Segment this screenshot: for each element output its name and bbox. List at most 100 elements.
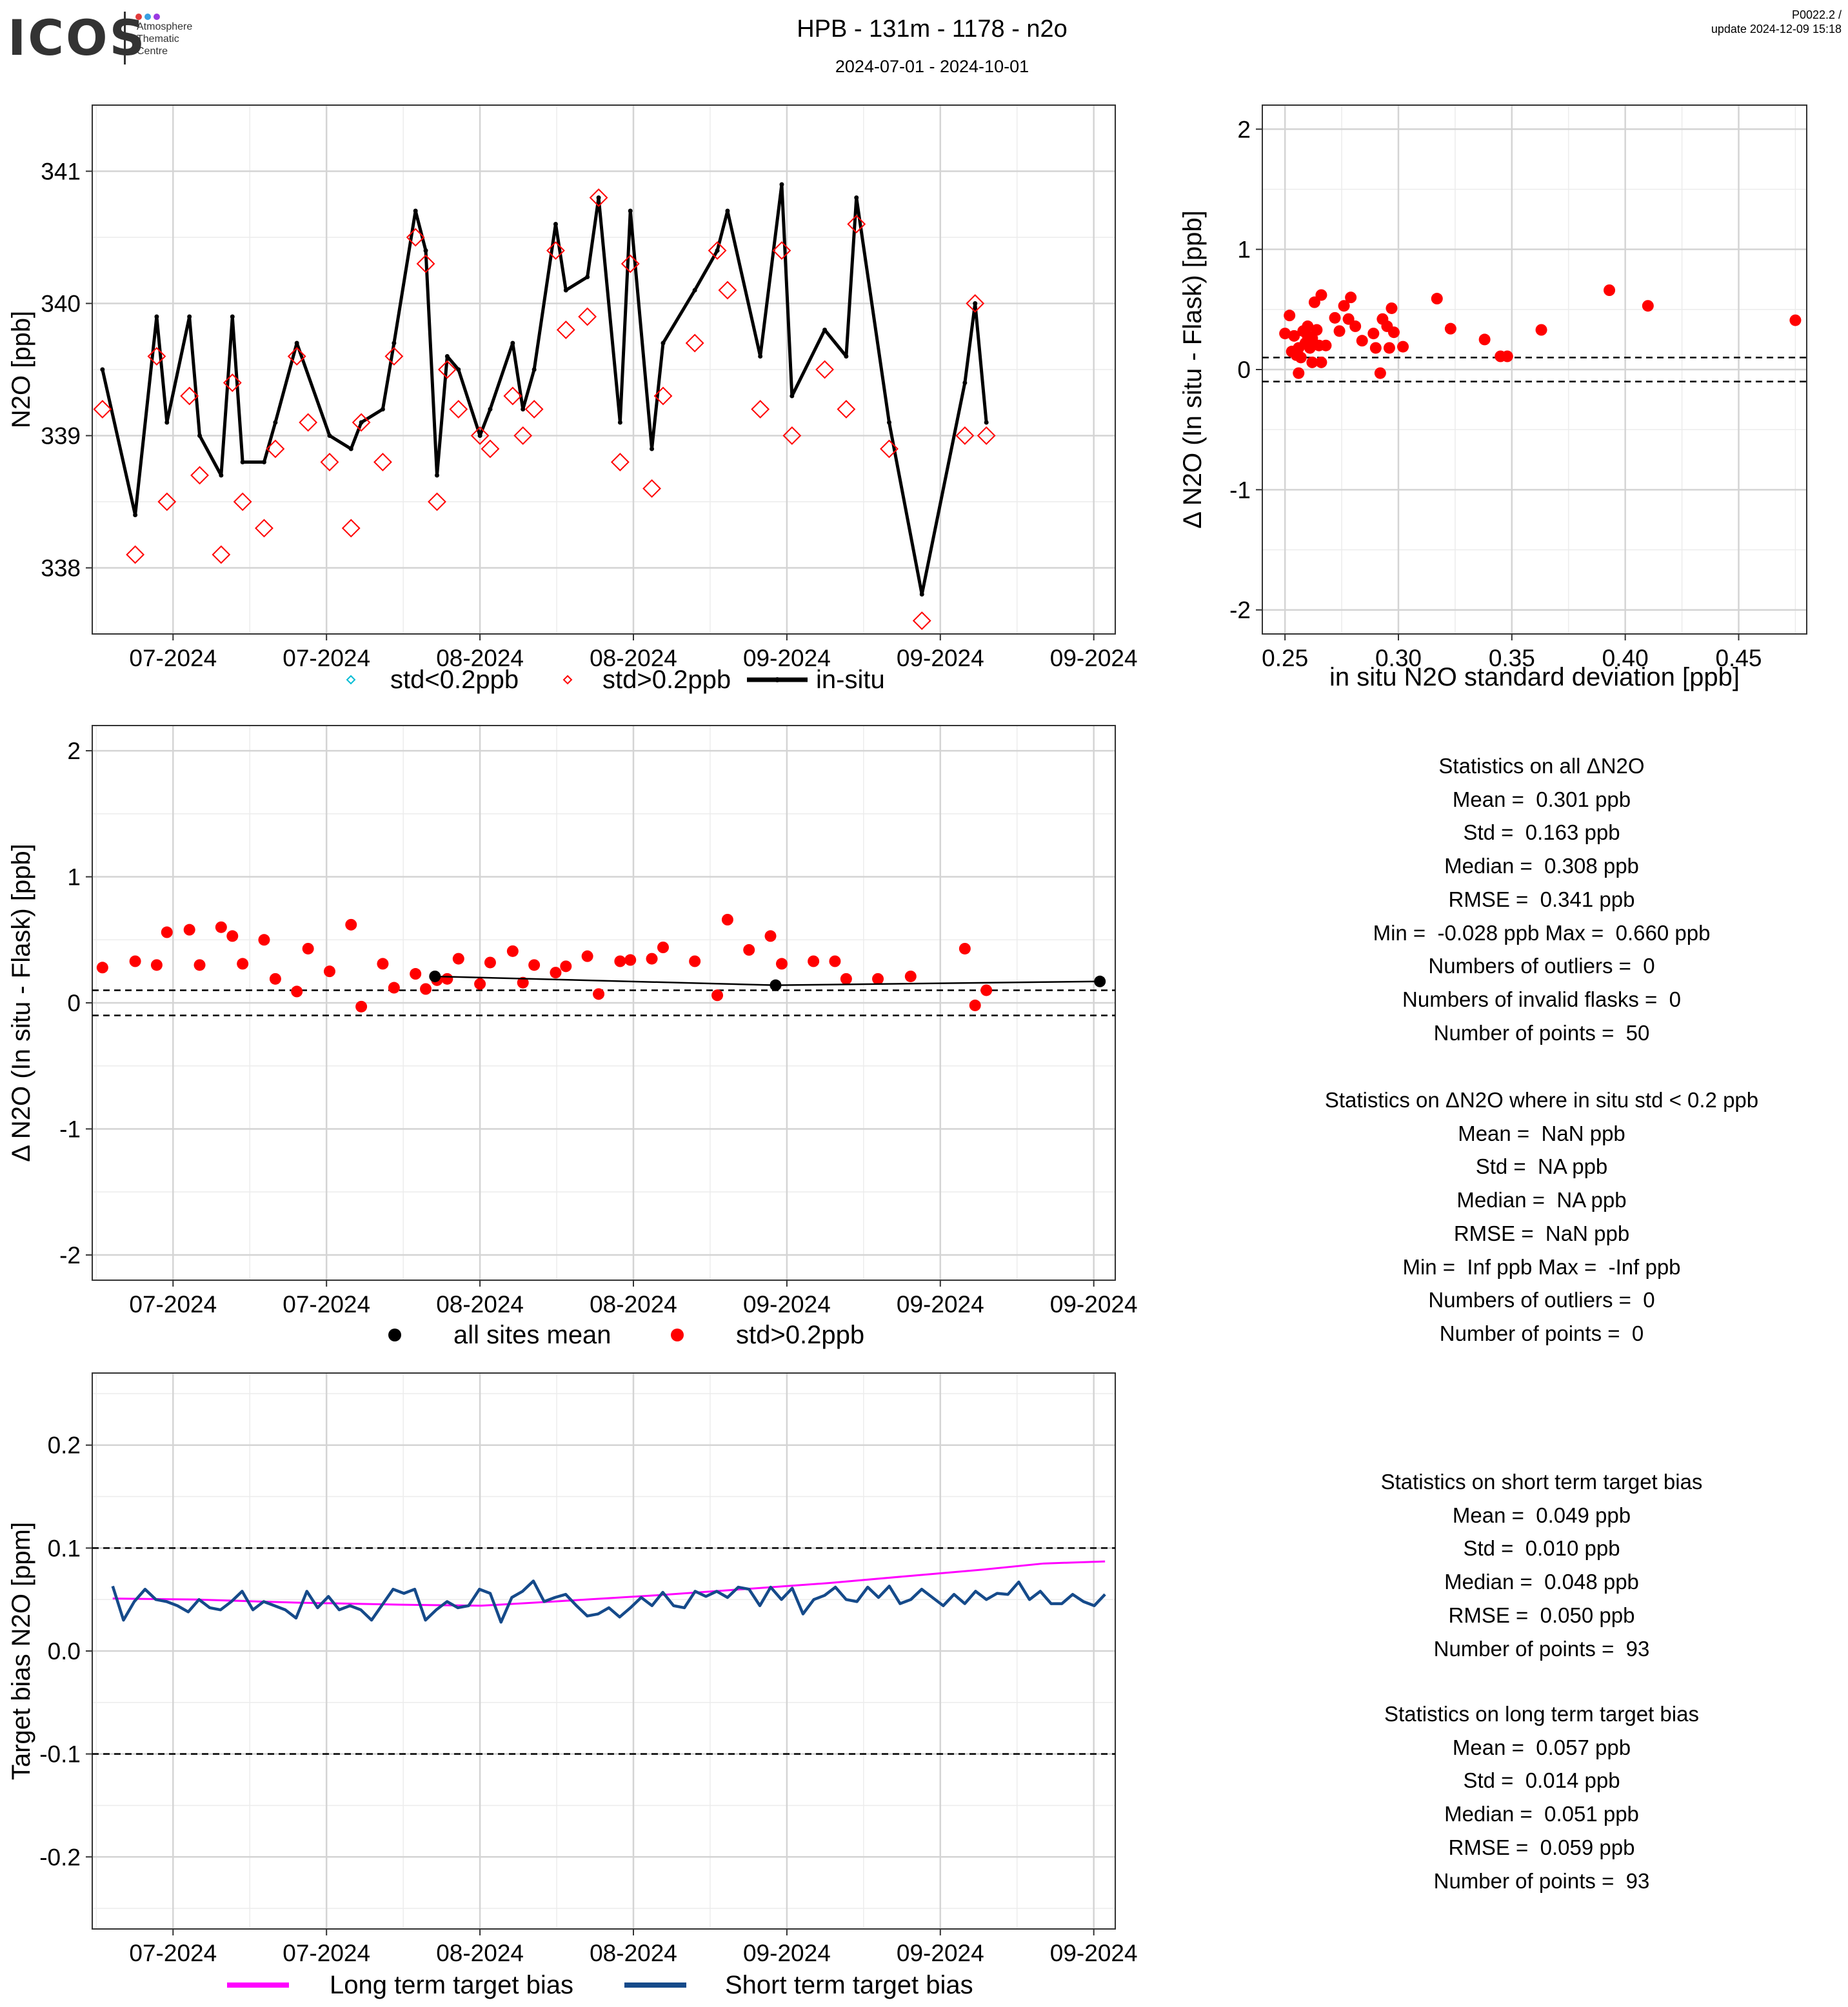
- scatter-point: [1604, 284, 1616, 296]
- y-axis-title: N2O [ppb]: [7, 311, 35, 428]
- y-tick-label: 339: [41, 423, 81, 450]
- logo-dot-purple: [154, 14, 160, 20]
- flask-diamond: [299, 413, 318, 432]
- flask-diamond: [772, 241, 791, 260]
- logo-dot-blue: [144, 14, 151, 20]
- flask-diamond: [589, 188, 608, 207]
- x-tick-label: 07-2024: [129, 1291, 217, 1318]
- flask-diamond: [837, 400, 856, 419]
- insitu-point: [380, 407, 385, 411]
- insitu-point: [973, 301, 978, 306]
- delta-point: [474, 978, 486, 990]
- delta-point: [581, 950, 593, 962]
- logo-sub-line: Centre: [137, 46, 168, 57]
- insitu-point: [488, 407, 493, 411]
- y-tick-label: -0.2: [39, 1844, 81, 1870]
- legend-label: Long term target bias: [330, 1971, 573, 1999]
- delta-point: [980, 984, 993, 996]
- stats-line: Median = 0.048 ppb: [1444, 1570, 1639, 1594]
- delta-point: [302, 942, 314, 954]
- y-tick-label: 0: [1237, 357, 1251, 383]
- insitu-point: [521, 407, 526, 411]
- x-tick-label: 09-2024: [743, 1940, 831, 1966]
- scatter-point: [1279, 328, 1291, 340]
- stats-line: Mean = 0.301 ppb: [1452, 787, 1631, 811]
- stats-line: Median = 0.308 ppb: [1444, 854, 1639, 878]
- insitu-point: [790, 393, 795, 399]
- delta-point: [452, 953, 464, 965]
- stats-line: Median = 0.051 ppb: [1444, 1802, 1639, 1826]
- stats-line: Number of points = 0: [1439, 1321, 1644, 1345]
- insitu-point: [962, 381, 968, 385]
- delta-point: [323, 965, 335, 978]
- insitu-point: [359, 420, 364, 425]
- stats-heading: Statistics on long term target bias: [1384, 1702, 1699, 1726]
- insitu-point: [219, 473, 224, 478]
- delta-point: [355, 1000, 368, 1013]
- scatter-point: [1338, 300, 1350, 312]
- stats-line: Number of points = 93: [1433, 1868, 1650, 1893]
- x-tick-label: 07-2024: [283, 645, 370, 671]
- logo-dot-red: [135, 14, 142, 20]
- delta-point: [215, 921, 227, 933]
- flask-diamond: [653, 386, 673, 406]
- stats-line: Mean = 0.049 ppb: [1452, 1503, 1631, 1527]
- version-line: P0022.2 /: [1791, 8, 1842, 21]
- stats-line: Std = 0.010 ppb: [1463, 1536, 1620, 1561]
- scatter-point: [1295, 351, 1307, 364]
- x-tick-label: 09-2024: [743, 1291, 831, 1318]
- scatter-point: [1308, 296, 1320, 308]
- scatter-point: [1501, 350, 1513, 362]
- flask-diamond: [255, 519, 273, 538]
- flask-diamond: [233, 492, 252, 511]
- flask-diamond: [341, 519, 361, 538]
- scatter-point: [1302, 320, 1314, 332]
- legend-key-low-std: [346, 675, 356, 685]
- delta-point: [161, 926, 173, 938]
- legend-label: all sites mean: [453, 1321, 611, 1349]
- stats-heading: Statistics on all ΔN2O: [1438, 754, 1645, 778]
- stats-line: Min = Inf ppb Max = -Inf ppb: [1402, 1254, 1681, 1279]
- flask-diamond: [966, 294, 985, 313]
- insitu-point: [553, 222, 558, 226]
- x-tick-label: 08-2024: [436, 1291, 524, 1318]
- delta-point: [904, 970, 917, 982]
- scatter-point: [1315, 289, 1327, 301]
- x-tick-label: 09-2024: [897, 1291, 984, 1318]
- flask-diamond: [449, 400, 468, 419]
- scatter-point: [1342, 313, 1355, 325]
- flask-diamond: [481, 439, 500, 459]
- legend-key-mean: [388, 1329, 401, 1341]
- insitu-point: [164, 420, 170, 425]
- y-tick-label: 341: [41, 159, 81, 185]
- flask-diamond: [642, 479, 661, 498]
- delta-point: [183, 924, 195, 936]
- version-info: P0022.2 / update 2024-12-09 15:18: [1711, 8, 1842, 36]
- stats-line: Std = 0.163 ppb: [1463, 820, 1620, 845]
- delta-point: [226, 930, 239, 942]
- flask-diamond: [880, 439, 899, 459]
- x-tick-label: 07-2024: [129, 645, 217, 671]
- scatter-point: [1383, 342, 1395, 354]
- flask-diamond: [977, 426, 996, 445]
- delta-point: [420, 983, 432, 995]
- flask-diamond: [287, 347, 306, 366]
- flask-diamond: [352, 413, 371, 432]
- delta-point: [258, 934, 270, 946]
- scatter-point: [1349, 320, 1362, 332]
- insitu-point: [692, 288, 697, 293]
- x-tick-label: 0.40: [1602, 645, 1649, 671]
- delta-point: [808, 955, 820, 967]
- flask-diamond: [524, 400, 544, 419]
- stats-all-block: Statistics on all ΔN2O Mean = 0.301 ppb St…: [1213, 749, 1848, 1049]
- stats-long-term-block: Statistics on long term target bias Mean …: [1213, 1697, 1848, 1897]
- x-tick-label: 07-2024: [129, 1940, 217, 1966]
- x-tick-label: 0.30: [1375, 645, 1422, 671]
- delta-point: [829, 955, 841, 967]
- insitu-point: [725, 208, 730, 213]
- legend-label: in-situ: [816, 666, 885, 694]
- insitu-point: [617, 420, 622, 425]
- delta-point: [410, 968, 422, 980]
- stats-line: Std = 0.014 ppb: [1463, 1768, 1620, 1793]
